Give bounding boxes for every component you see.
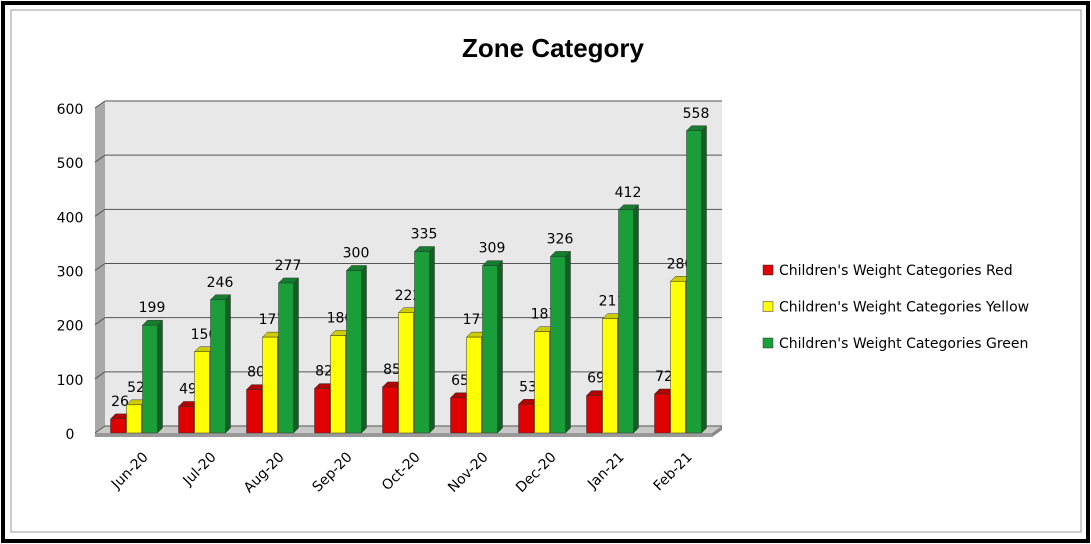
bar (382, 386, 398, 434)
bar (670, 281, 686, 434)
bar (194, 351, 210, 434)
bar (330, 335, 346, 434)
bar-side (293, 277, 299, 434)
y-tick-label: 200 (57, 319, 84, 335)
y-tick-label: 100 (57, 373, 84, 389)
legend-label: Children's Weight Categories Green (779, 336, 1028, 352)
y-tick-label: 0 (66, 427, 75, 443)
bar-side (633, 204, 639, 434)
y-tick-label: 400 (57, 210, 84, 226)
bar (534, 331, 550, 434)
legend-label: Children's Weight Categories Yellow (779, 300, 1029, 316)
grid-line-side (94, 425, 106, 434)
floor-edge-side (712, 426, 722, 437)
bar (654, 393, 670, 434)
bar (142, 324, 158, 434)
grid-line-side (94, 100, 106, 109)
y-tick-label: 600 (57, 102, 84, 118)
bar-side (157, 319, 163, 434)
data-label: 326 (547, 231, 574, 247)
data-label: 49 (179, 381, 197, 397)
data-label: 82 (315, 364, 333, 380)
chart-inner-frame (10, 9, 1082, 533)
bar-side (429, 245, 435, 434)
bar (110, 418, 126, 434)
bar-side (361, 264, 367, 434)
legend-label: Children's Weight Categories Red (779, 263, 1013, 279)
bar (178, 406, 194, 434)
chart-title: Zone Category (462, 33, 645, 63)
bar (278, 282, 294, 434)
data-label: 69 (587, 371, 605, 387)
data-label: 412 (615, 185, 642, 201)
grid-line-side (94, 154, 106, 163)
data-label: 52 (127, 380, 145, 396)
bar (246, 389, 262, 434)
bar (210, 299, 226, 434)
floor-edge (95, 433, 712, 437)
bar (550, 256, 566, 434)
data-label: 53 (519, 379, 537, 395)
bar (398, 312, 414, 434)
y-tick-label: 300 (57, 265, 84, 281)
data-label: 80 (247, 365, 265, 381)
data-label: 72 (655, 369, 673, 385)
bar (518, 404, 534, 434)
legend-swatch (762, 337, 774, 349)
data-label: 309 (479, 241, 506, 257)
legend-swatch (762, 301, 774, 312)
bar (262, 336, 278, 434)
y-tick-label: 500 (57, 156, 84, 172)
bar-side (225, 294, 231, 434)
data-label: 65 (451, 373, 469, 389)
grid-line-side (94, 263, 106, 271)
bar (686, 130, 702, 434)
legend-swatch (762, 264, 774, 276)
bar (602, 318, 618, 434)
bar (618, 209, 634, 434)
data-label: 300 (343, 246, 370, 262)
bar (450, 397, 466, 434)
bar (586, 395, 602, 434)
bar (482, 265, 498, 434)
bar (346, 270, 362, 434)
bar-side (497, 260, 503, 434)
grid-line-side (94, 371, 106, 380)
data-label: 277 (275, 258, 302, 274)
data-label: 558 (683, 106, 710, 122)
grid-line-side (94, 208, 106, 217)
data-label: 199 (139, 300, 166, 316)
bar-side (701, 125, 707, 434)
bar (126, 404, 142, 434)
bar-side (565, 250, 571, 434)
bar (414, 251, 430, 434)
bar (314, 388, 330, 434)
bar (466, 336, 482, 434)
data-label: 335 (411, 227, 438, 243)
data-label: 26 (111, 394, 129, 410)
data-label: 246 (207, 275, 234, 291)
grid-line-side (94, 317, 106, 326)
data-label: 85 (383, 362, 401, 378)
